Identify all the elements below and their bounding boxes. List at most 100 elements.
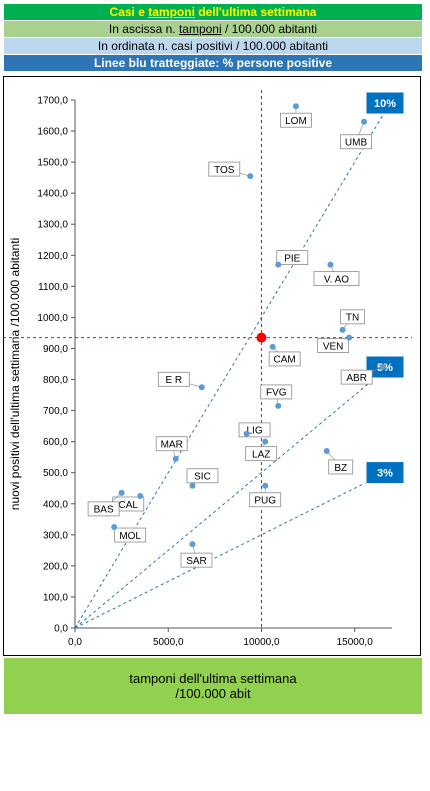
point-label: PUG	[254, 496, 276, 507]
point-label: MAR	[161, 440, 183, 451]
point-label-box	[87, 501, 120, 517]
y-tick-label: 600,0	[43, 437, 68, 448]
data-point	[118, 489, 125, 496]
ratio-line-2	[74, 469, 393, 629]
data-point	[137, 493, 144, 499]
x-axis-label-line1: tamponi dell'ultima settimana	[129, 671, 297, 686]
point-label: VEN	[323, 341, 344, 352]
point-label-box	[249, 492, 282, 508]
data-point	[275, 261, 282, 268]
point-label: BAS	[94, 505, 114, 516]
ratio-badge-2	[365, 461, 405, 485]
y-tick-label: 1600,0	[37, 127, 68, 138]
point-label-box	[155, 436, 188, 452]
point-label: FVG	[266, 388, 287, 399]
point-label: UMB	[345, 138, 368, 149]
data-point	[269, 343, 276, 350]
x-axis-label-box: tamponi dell'ultima settimana /100.000 a…	[4, 658, 422, 714]
y-tick-label: 1400,0	[37, 189, 68, 200]
data-point	[292, 103, 299, 110]
point-label-box	[180, 552, 213, 568]
ratio-line-0	[74, 99, 393, 629]
y-tick-label: 1500,0	[37, 158, 68, 169]
ratio-badge-label-2: 3%	[377, 468, 393, 480]
x-tick-label: 15000,0	[337, 637, 374, 648]
point-label-box	[313, 271, 360, 287]
point-label: TOS	[214, 165, 235, 176]
data-point	[323, 447, 330, 454]
point-label: E R	[165, 375, 182, 386]
point-label: TN	[346, 313, 359, 324]
point-label: MOL	[119, 531, 141, 542]
data-point	[247, 173, 254, 180]
point-label: ABR	[346, 373, 367, 384]
point-label: SIC	[194, 472, 211, 483]
point-label-box	[114, 527, 147, 543]
point-label-box	[157, 371, 190, 387]
y-axis-label: nuovi positivi dell'ultima settimana /10…	[8, 238, 22, 510]
x-tick-label: 5000,0	[153, 637, 184, 648]
data-point	[379, 364, 386, 371]
ratio-line-1	[74, 363, 393, 629]
ratio-lines-description: Linee blu tratteggiate: % persone positi…	[4, 55, 422, 71]
point-label: LIG	[246, 426, 262, 437]
point-label-box	[260, 384, 293, 400]
point-label: LOM	[285, 116, 307, 127]
point-label: SAR	[186, 556, 207, 567]
data-point	[275, 402, 282, 409]
data-point	[262, 438, 269, 445]
point-label-box	[328, 459, 354, 475]
y-tick-label: 1000,0	[37, 313, 68, 324]
data-point	[361, 118, 368, 125]
data-point	[189, 541, 196, 548]
y-tick-label: 800,0	[43, 375, 68, 386]
y-tick-label: 200,0	[43, 561, 68, 572]
reference-point	[256, 332, 267, 343]
y-tick-label: 0,0	[54, 624, 68, 635]
y-tick-label: 1200,0	[37, 251, 68, 262]
data-point	[327, 261, 334, 268]
point-label-box	[280, 112, 312, 128]
point-label-box	[268, 351, 301, 367]
point-label-box	[186, 468, 219, 484]
y-tick-label: 500,0	[43, 468, 68, 479]
point-label: V. AO	[324, 274, 349, 285]
x-tick-label: 10000,0	[243, 637, 280, 648]
point-label: LAZ	[252, 449, 270, 460]
point-label-box	[245, 446, 278, 462]
point-label: PIE	[284, 253, 300, 264]
x-tick-label: 0,0	[68, 637, 82, 648]
data-point	[243, 430, 250, 437]
point-label: CAL	[119, 500, 139, 511]
point-label-box	[317, 338, 350, 354]
point-label-box	[340, 309, 365, 325]
y-tick-label: 400,0	[43, 499, 68, 510]
data-point	[346, 334, 353, 341]
data-point	[262, 482, 269, 489]
data-point	[189, 482, 196, 489]
point-label-box	[276, 250, 309, 266]
y-axis-description: In ordinata n. casi positivi / 100.000 a…	[4, 38, 422, 54]
point-label-box	[208, 161, 241, 177]
point-label-box	[340, 369, 373, 385]
chart-title: Casi e tamponi dell'ultima settimana	[4, 4, 422, 20]
ratio-badge-0	[365, 91, 405, 115]
y-tick-label: 900,0	[43, 344, 68, 355]
ratio-badge-label-0: 10%	[374, 98, 396, 110]
y-tick-label: 100,0	[43, 592, 68, 603]
point-label: CAM	[274, 355, 296, 366]
plot-frame	[3, 76, 421, 656]
point-label: BZ	[334, 463, 347, 474]
data-point	[339, 326, 346, 333]
y-tick-label: 700,0	[43, 406, 68, 417]
scatter-chart: 0,0 100,0 200,0 300,0 400,0 500,0 600,0 700,0 80…	[3, 90, 412, 648]
data-point	[172, 455, 179, 462]
x-axis-description: In ascissa n. tamponi / 100.000 abitanti	[4, 21, 422, 37]
x-axis-label-line2: /100.000 abit	[175, 686, 251, 701]
data-point	[111, 524, 118, 531]
y-tick-label: 1300,0	[37, 220, 68, 231]
y-tick-label: 1100,0	[38, 282, 68, 293]
point-label-box	[340, 134, 372, 150]
y-tick-label: 1700,0	[37, 96, 68, 107]
data-point	[198, 384, 205, 391]
